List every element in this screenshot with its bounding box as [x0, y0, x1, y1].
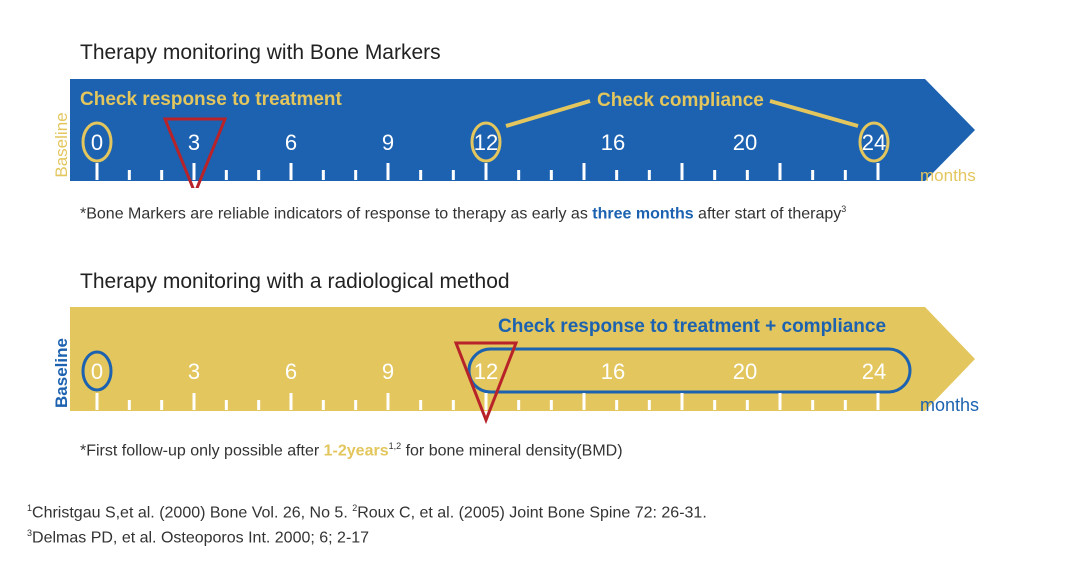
- footnote-highlight: 1-2years: [323, 442, 389, 460]
- month-circle: [858, 121, 890, 163]
- reference-text: Christgau S,et al. (2000) Bone Vol. 26, …: [32, 504, 353, 522]
- month-label-16: 16: [601, 130, 625, 155]
- timeline-arrow-band: [70, 307, 975, 411]
- month-label-3: 3: [188, 359, 200, 384]
- month-labels: 0 3 6 9 12 16 20 24: [81, 350, 886, 392]
- references: 1Christgau S,et al. (2000) Bone Vol. 26,…: [27, 498, 707, 549]
- month-label-20: 20: [733, 359, 757, 384]
- month-circle: [470, 121, 502, 163]
- footnote-radiological: *First follow-up only possible after 1-2…: [80, 441, 623, 460]
- footnote-text-after: for bone mineral density(BMD): [401, 442, 623, 460]
- month-label-24: 24: [862, 130, 886, 155]
- ruler-ticks: [95, 163, 880, 180]
- months-label: months: [920, 166, 976, 185]
- compliance-connector-left: [505, 99, 591, 128]
- check-response-label: Check response to treatment: [80, 89, 343, 110]
- reference-text: Roux C, et al. (2005) Joint Bone Spine 7…: [357, 504, 707, 522]
- month-labels: 0 3 6 9 12 16 20 24: [81, 121, 890, 163]
- month-circle: [81, 121, 113, 163]
- footnote-text: *First follow-up only possible after: [80, 442, 324, 460]
- footnote-ref: 3: [841, 204, 847, 214]
- month-label-12: 12: [474, 359, 498, 384]
- reference-number: 2: [352, 503, 358, 513]
- reference-line-2: 3Delmas PD, et al. Osteoporos Int. 2000;…: [27, 523, 707, 548]
- month-label-6: 6: [285, 359, 297, 384]
- timeline-bone-markers: Baseline Check response to treatment Che…: [52, 79, 976, 188]
- footnote-highlight: three months: [592, 205, 694, 223]
- month-label-12: 12: [474, 130, 498, 155]
- baseline-label: Baseline: [52, 112, 71, 177]
- month-circle: [81, 350, 113, 392]
- month-label-9: 9: [382, 130, 394, 155]
- reference-number: 3: [27, 528, 33, 539]
- footnote-text-after: after start of therapy: [693, 205, 842, 223]
- month-label-0: 0: [91, 130, 103, 155]
- check-compliance-label: Check compliance: [597, 90, 764, 111]
- section-title-radiological: Therapy monitoring with a radiological m…: [80, 270, 510, 293]
- response-compliance-capsule: [467, 347, 912, 394]
- months-label: months: [920, 395, 979, 415]
- compliance-connector-right: [769, 99, 859, 128]
- footnote-ref: 1,2: [388, 441, 402, 451]
- month-label-0: 0: [91, 359, 103, 384]
- reference-number: 1: [27, 503, 33, 513]
- month-label-6: 6: [285, 130, 297, 155]
- ruler-ticks: [95, 393, 880, 410]
- footnote-text: *Bone Markers are reliable indicators of…: [80, 205, 593, 223]
- month-label-3: 3: [188, 130, 200, 155]
- check-response-compliance-label: Check response to treatment + compliance: [498, 316, 886, 337]
- reference-text: Delmas PD, et al. Osteoporos Int. 2000; …: [32, 529, 370, 547]
- footnote-bone-markers: *Bone Markers are reliable indicators of…: [80, 204, 846, 223]
- month-label-9: 9: [382, 359, 394, 384]
- month-label-20: 20: [733, 130, 757, 155]
- triangle-marker: [453, 341, 519, 425]
- timeline-radiological: Baseline Check response to treatment + c…: [52, 307, 979, 425]
- triangle-marker: [162, 117, 228, 188]
- reference-line-1: 1Christgau S,et al. (2000) Bone Vol. 26,…: [27, 498, 707, 523]
- month-label-16: 16: [601, 359, 625, 384]
- timeline-arrow-band: [70, 79, 975, 181]
- baseline-label: Baseline: [52, 338, 71, 408]
- section-title-bone-markers: Therapy monitoring with Bone Markers: [80, 41, 441, 64]
- month-label-24: 24: [862, 359, 886, 384]
